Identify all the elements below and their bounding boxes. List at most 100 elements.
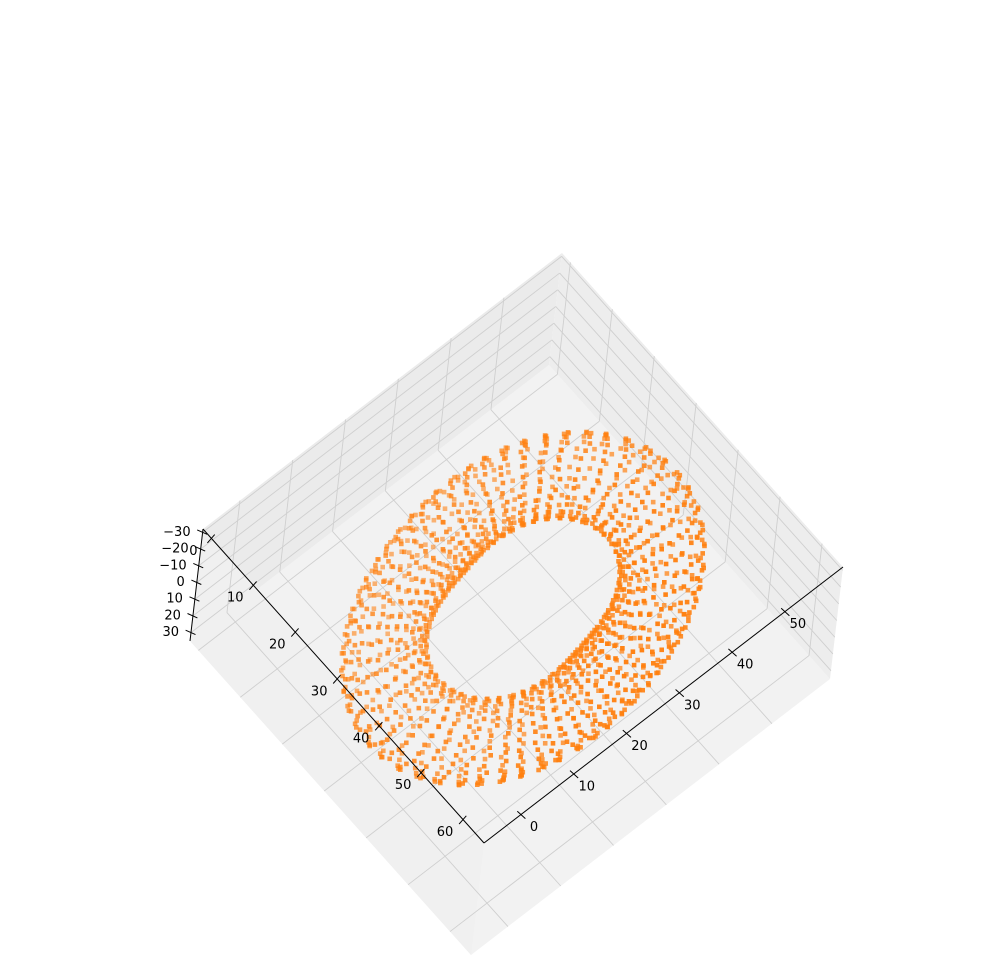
scatter-point xyxy=(387,703,392,708)
scatter-point xyxy=(431,558,437,564)
scatter-point xyxy=(686,618,691,624)
scatter-point xyxy=(418,637,423,643)
pane-left-wall xyxy=(190,529,484,955)
scatter-point xyxy=(423,529,429,535)
scatter-point xyxy=(611,697,617,703)
scatter-point xyxy=(492,477,497,482)
scatter-point xyxy=(404,689,409,694)
scatter-point xyxy=(472,524,477,530)
scatter-point xyxy=(399,541,404,547)
scatter-point xyxy=(457,517,462,523)
scatter-point xyxy=(377,704,382,709)
scatter-point xyxy=(444,577,450,583)
scatter-point xyxy=(430,698,435,704)
scatter-point xyxy=(450,698,456,704)
scatter-point xyxy=(681,584,687,589)
scatter-point xyxy=(384,667,389,673)
scatter-point xyxy=(650,499,656,505)
scatter-point xyxy=(394,626,400,632)
scatter-point xyxy=(587,441,593,446)
scatter-point xyxy=(432,676,438,682)
scatter-point xyxy=(627,582,632,587)
scatter-point xyxy=(417,660,423,665)
scatter-point xyxy=(543,450,548,455)
scatter-point xyxy=(632,507,638,512)
scatter-point xyxy=(455,711,461,717)
scatter-point xyxy=(441,489,447,495)
scatter-point xyxy=(509,696,515,701)
scatter-point xyxy=(554,674,560,679)
scatter-point xyxy=(488,753,493,758)
scatter-point xyxy=(437,488,443,494)
scatter-point xyxy=(373,566,379,572)
scatter-point xyxy=(345,694,350,699)
scatter-point xyxy=(420,633,425,639)
scatter-point xyxy=(430,582,436,588)
scatter-point xyxy=(618,463,623,468)
scatter-point xyxy=(621,557,626,562)
scatter-point xyxy=(668,645,674,651)
scatter-point xyxy=(692,510,698,516)
scatter-point xyxy=(503,750,509,755)
scatter-point xyxy=(428,664,434,669)
scatter-point xyxy=(651,586,657,592)
scatter-point xyxy=(553,465,558,470)
scatter-point xyxy=(597,468,603,473)
scatter-point xyxy=(537,477,543,482)
scatter-point xyxy=(695,505,701,511)
scatter-point xyxy=(412,641,418,646)
scatter-point xyxy=(477,510,482,516)
scatter-point xyxy=(579,643,584,648)
scatter-point xyxy=(493,704,498,709)
scatter-point xyxy=(503,734,508,740)
scatter-point xyxy=(385,624,390,630)
scatter-point xyxy=(520,455,526,460)
scatter-point xyxy=(592,446,597,452)
scatter-point xyxy=(441,595,446,600)
scatter-point xyxy=(613,632,619,637)
y-axis-tick-label: 50 xyxy=(395,778,412,793)
scatter-point xyxy=(377,570,382,576)
scatter-point xyxy=(343,684,348,690)
scatter-point xyxy=(378,667,384,673)
scatter-point xyxy=(482,472,488,477)
scatter-point xyxy=(606,630,611,635)
scatter-point xyxy=(570,659,575,665)
scatter-point xyxy=(602,436,607,441)
scatter-point xyxy=(436,582,441,587)
scatter-point xyxy=(555,670,561,676)
scatter-point xyxy=(470,700,476,706)
scatter-point xyxy=(597,704,602,710)
scatter-point xyxy=(613,642,619,648)
y-axis-tick-label: 60 xyxy=(437,825,454,840)
scatter-point xyxy=(587,633,592,639)
scatter-point xyxy=(669,584,675,589)
scatter-point xyxy=(344,641,349,647)
scatter-point xyxy=(684,493,690,499)
scatter-point xyxy=(447,698,452,704)
scatter-point xyxy=(578,684,584,690)
scatter-point xyxy=(592,712,597,718)
scatter-point xyxy=(529,686,535,692)
scatter-point xyxy=(496,699,502,704)
scatter-point xyxy=(364,606,370,612)
scatter-point xyxy=(530,519,536,524)
scatter-point xyxy=(562,682,568,687)
scatter-point xyxy=(424,553,429,559)
scatter-point xyxy=(354,688,360,694)
scatter-point xyxy=(413,619,419,624)
scatter-point xyxy=(677,608,683,614)
scatter-point xyxy=(592,637,598,642)
scatter-point xyxy=(564,665,570,671)
scatter-point xyxy=(375,638,380,643)
scatter-point xyxy=(413,539,419,545)
scatter-point xyxy=(473,543,479,549)
y-axis-tick xyxy=(458,815,467,825)
scatter-point xyxy=(698,555,703,561)
scatter-point xyxy=(654,573,659,578)
scatter-point xyxy=(552,671,557,677)
scatter-point xyxy=(415,553,420,558)
scatter-point xyxy=(595,730,600,736)
scatter-point xyxy=(384,716,390,722)
scatter-point xyxy=(611,503,617,509)
